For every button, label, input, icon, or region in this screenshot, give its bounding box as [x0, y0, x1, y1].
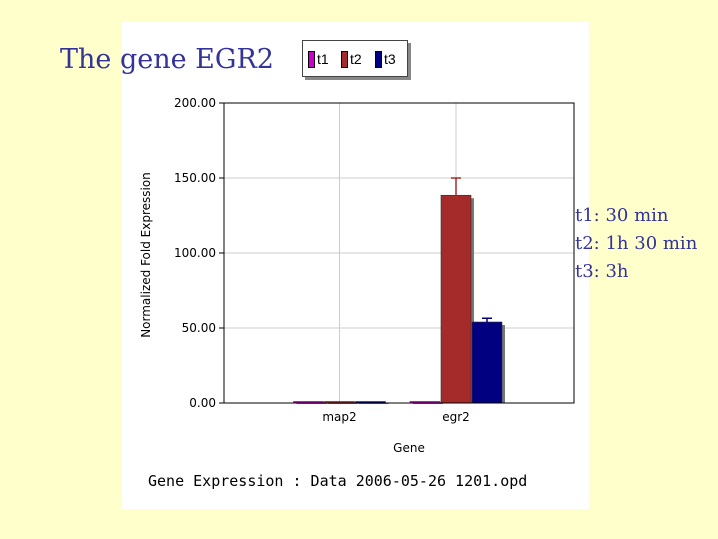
y-axis-title: Normalized Fold Expression — [139, 172, 153, 338]
y-tick-label: 0.00 — [189, 396, 216, 410]
y-tick-label: 50.00 — [182, 321, 216, 335]
legend-swatch-t1 — [308, 50, 315, 68]
legend-label-t3: t3 — [384, 51, 396, 67]
y-tick-label: 100.00 — [174, 246, 216, 260]
x-axis-title: Gene — [393, 441, 425, 455]
legend-label-t1: t1 — [317, 51, 329, 67]
chart-legend: t1 t2 t3 — [302, 40, 408, 77]
y-tick-label: 200.00 — [174, 96, 216, 110]
legend-item-t3: t3 — [375, 49, 396, 69]
bar-t2-egr2 — [440, 194, 472, 404]
slide-title: The gene EGR2 — [60, 44, 274, 75]
legend-label-t2: t2 — [350, 51, 362, 67]
legend-item-t1: t1 — [308, 49, 329, 69]
legend-item-t2: t2 — [341, 49, 362, 69]
legend-swatch-t2 — [341, 50, 348, 68]
x-tick-label-egr2: egr2 — [442, 410, 470, 424]
plot-border — [223, 102, 575, 404]
bar-t3-egr2 — [471, 321, 503, 404]
note-t1: t1: 30 min — [575, 205, 669, 226]
y-tick-label: 150.00 — [174, 171, 216, 185]
x-tick-label-map2: map2 — [322, 410, 356, 424]
timepoint-notes: t1: 30 min t2: 1h 30 min t3: 3h — [575, 202, 697, 286]
note-t3: t3: 3h — [575, 261, 629, 282]
legend-swatch-t3 — [375, 50, 382, 68]
note-t2: t2: 1h 30 min — [575, 233, 698, 254]
chart-caption: Gene Expression : Data 2006-05-26 1201.o… — [148, 472, 528, 490]
